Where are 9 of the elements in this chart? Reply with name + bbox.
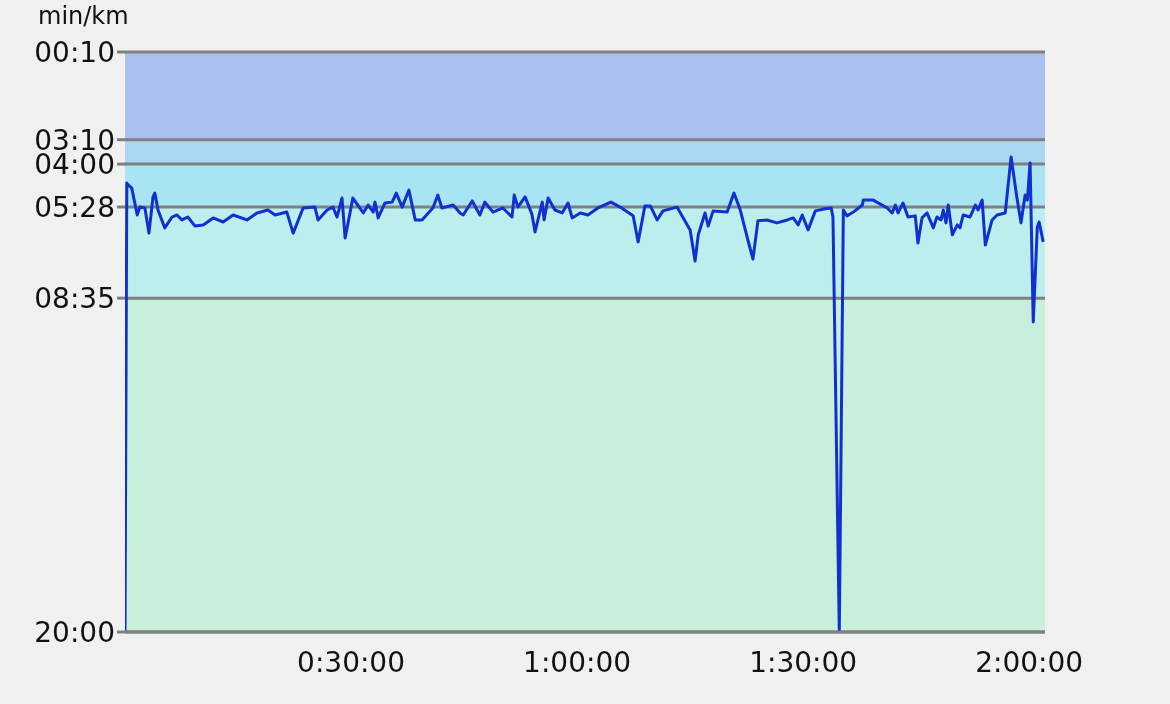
x-tick-label: 1:30:00 [749,645,858,679]
y-tick-label: 20:00 [34,615,115,649]
x-tick-label: 0:30:00 [297,645,406,679]
y-tick-label: 08:35 [34,282,115,316]
y-axis-title: min/km [38,2,129,30]
y-tick-label: 05:28 [34,190,115,224]
x-tick-label: 2:00:00 [975,645,1084,679]
x-tick-label: 1:00:00 [523,645,632,679]
y-tick-label: 00:10 [34,35,115,69]
